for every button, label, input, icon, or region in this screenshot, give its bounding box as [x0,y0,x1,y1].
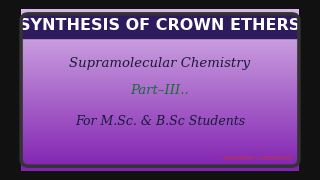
FancyBboxPatch shape [21,14,299,38]
Text: SYNTHESIS OF CROWN ETHERS: SYNTHESIS OF CROWN ETHERS [20,18,300,33]
Text: APPARENT CHEMISTRY: APPARENT CHEMISTRY [223,156,292,161]
Text: Part–III..: Part–III.. [131,84,189,96]
Text: For M.Sc. & B.Sc Students: For M.Sc. & B.Sc Students [75,115,245,128]
Text: Supramolecular Chemistry: Supramolecular Chemistry [69,57,251,70]
